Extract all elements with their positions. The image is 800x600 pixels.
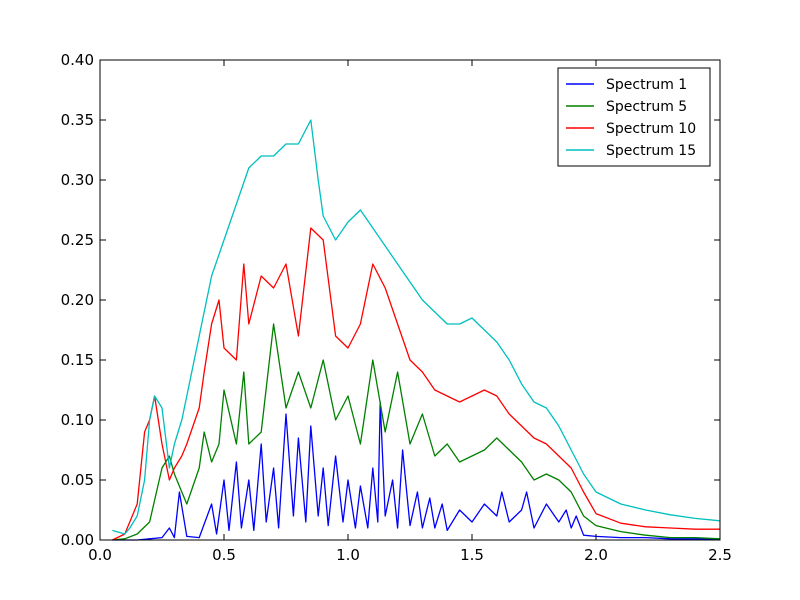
y-tick-label: 0.25 bbox=[61, 231, 94, 249]
y-tick-label: 0.20 bbox=[61, 291, 94, 309]
legend-label-3: Spectrum 10 bbox=[606, 121, 696, 137]
y-tick-label: 0.40 bbox=[61, 51, 94, 69]
ticks-layer: 0.0 0.5 1.0 1.5 2.0 2.5 0.00 0.05 0.10 0.15 0.20 0.… bbox=[61, 51, 732, 564]
legend: Spectrum 1 Spectrum 5 Spectrum 10 Spectrum … bbox=[557, 67, 711, 167]
y-tick-label: 0.15 bbox=[61, 351, 94, 369]
legend-label-2: Spectrum 5 bbox=[606, 99, 687, 115]
x-tick-label: 2.0 bbox=[584, 546, 608, 564]
y-tick-label: 0.00 bbox=[61, 531, 94, 549]
y-tick-label: 0.05 bbox=[61, 471, 94, 489]
x-tick-label: 1.5 bbox=[460, 546, 484, 564]
series-line-1 bbox=[112, 401, 720, 541]
series-line-4 bbox=[112, 119, 721, 535]
legend-label-4: Spectrum 15 bbox=[606, 143, 696, 159]
x-tick-label: 1.0 bbox=[336, 546, 360, 564]
series-layer bbox=[112, 119, 721, 541]
x-tick-label: 0.0 bbox=[88, 546, 112, 564]
series-line-2 bbox=[112, 323, 721, 541]
y-tick-label: 0.35 bbox=[61, 111, 94, 129]
series-line-3 bbox=[112, 227, 720, 541]
x-tick-label: 2.5 bbox=[708, 546, 732, 564]
x-tick-label: 0.5 bbox=[212, 546, 236, 564]
legend-label-1: Spectrum 1 bbox=[606, 77, 687, 93]
y-tick-label: 0.30 bbox=[61, 171, 94, 189]
y-tick-label: 0.10 bbox=[61, 411, 94, 429]
